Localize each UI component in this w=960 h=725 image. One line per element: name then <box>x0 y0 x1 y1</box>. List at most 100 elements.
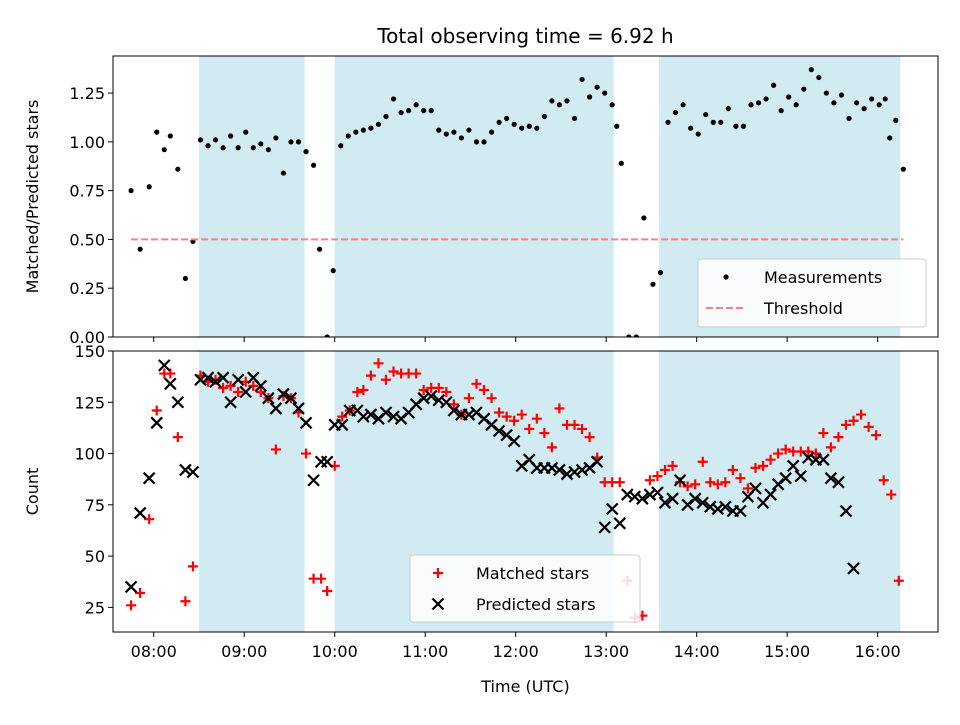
measurements-point <box>786 94 792 100</box>
matched-stars-point <box>803 446 814 457</box>
predicted-stars-point <box>186 465 200 479</box>
x-tick-label: 08:00 <box>131 642 177 661</box>
measurements-point <box>703 111 709 118</box>
legend-box <box>697 258 927 328</box>
matched-stars-point <box>833 432 844 443</box>
matched-stars-point <box>479 384 490 395</box>
matched-stars-point <box>322 585 333 596</box>
matched-stars-point <box>569 419 580 430</box>
matched-stars-point <box>878 475 889 486</box>
matched-stars-point <box>758 460 769 471</box>
measurements-point <box>614 123 620 129</box>
measurements-point <box>853 100 860 106</box>
measurements-point <box>672 109 679 116</box>
measurements-point <box>390 96 397 102</box>
measurements-point <box>458 135 465 141</box>
matched-stars-point <box>750 462 761 473</box>
measurements-point <box>695 131 701 137</box>
measurements-point <box>755 100 762 106</box>
observing-window-band <box>658 351 901 632</box>
legend-marker-predicted-stars <box>431 597 445 611</box>
measurements-point <box>295 139 302 145</box>
matched-stars-point <box>225 380 236 391</box>
predicted-stars-point <box>658 496 672 510</box>
matched-stars-point <box>301 448 312 459</box>
predicted-stars-point <box>179 463 192 477</box>
matched-stars-point <box>531 413 542 424</box>
matched-stars-point <box>516 409 527 420</box>
predicted-stars-point <box>417 391 430 405</box>
matched-stars-point <box>539 428 550 439</box>
measurements-point <box>633 334 639 337</box>
matched-stars-point <box>180 596 191 607</box>
matched-stars-point <box>660 464 671 475</box>
predicted-stars-point <box>216 371 230 384</box>
predicted-stars-point <box>224 395 237 409</box>
matched-stars-point <box>546 442 557 453</box>
x-tick-label: 13:00 <box>583 642 629 661</box>
observing-window-band <box>198 56 305 337</box>
y-tick-label: 50 <box>85 547 105 566</box>
predicted-stars-point <box>832 475 845 489</box>
predicted-stars-point <box>307 473 320 487</box>
matched-stars-point <box>126 600 137 611</box>
predicted-stars-point <box>824 471 838 485</box>
legend: Matched stars Predicted stars <box>409 554 641 623</box>
measurements-point <box>526 123 532 129</box>
predicted-stars-point <box>379 406 393 419</box>
measurements-point <box>413 102 419 108</box>
matched-stars-point <box>411 368 422 379</box>
predicted-stars-point <box>719 500 732 514</box>
measurements-point <box>511 121 517 127</box>
axes-frame <box>112 55 939 338</box>
measurements-point <box>428 108 434 114</box>
measurements-point <box>816 74 822 81</box>
measurements-point <box>324 334 330 337</box>
predicted-stars-point <box>194 373 207 386</box>
predicted-stars-point <box>703 500 717 514</box>
matched-stars-point <box>441 387 452 398</box>
predicted-stars-point <box>568 465 581 479</box>
measurements-point <box>205 143 211 149</box>
measurements-point <box>680 102 686 108</box>
measurements-point <box>375 121 382 127</box>
y-tick-label: 125 <box>74 393 105 412</box>
matched-stars-point <box>337 411 348 422</box>
matched-stars-point <box>863 421 874 432</box>
matched-stars-point <box>135 588 146 599</box>
measurements-point <box>317 246 323 252</box>
measurements-point <box>579 76 585 83</box>
x-tick-label: 09:00 <box>221 642 267 661</box>
measurements-point <box>368 125 374 131</box>
measurements-point <box>688 125 694 131</box>
y-tick-label: 75 <box>85 496 105 515</box>
measurements-point <box>175 166 181 172</box>
x-tick-label: 16:00 <box>855 642 901 661</box>
predicted-stars-point <box>142 471 156 485</box>
measurements-point <box>740 123 747 129</box>
y-tick-label: 0.75 <box>69 182 105 201</box>
measurements-point <box>710 119 716 125</box>
predicted-stars-point <box>335 418 349 432</box>
predicted-stars-point <box>651 486 664 499</box>
predicted-stars-point <box>299 416 313 430</box>
matched-stars-point <box>886 489 897 500</box>
measurements-point <box>882 96 888 102</box>
predicted-stars-point <box>320 455 334 469</box>
y-axis-label: Matched/Predicted stars <box>23 100 42 294</box>
measurements-point <box>288 139 294 145</box>
observing-windows <box>198 351 901 632</box>
measurements-point <box>876 102 882 108</box>
measurements-point <box>481 139 487 145</box>
predicted-stars-point <box>590 455 604 469</box>
measurements-point <box>718 119 724 125</box>
predicted-stars-point <box>696 496 709 510</box>
matched-stars-point <box>614 477 625 488</box>
predicted-stars-point <box>507 434 521 448</box>
measurements-point <box>146 184 152 190</box>
measurements-point <box>197 137 204 143</box>
y-tick-label: 100 <box>74 445 105 464</box>
measurements-point <box>421 108 427 114</box>
